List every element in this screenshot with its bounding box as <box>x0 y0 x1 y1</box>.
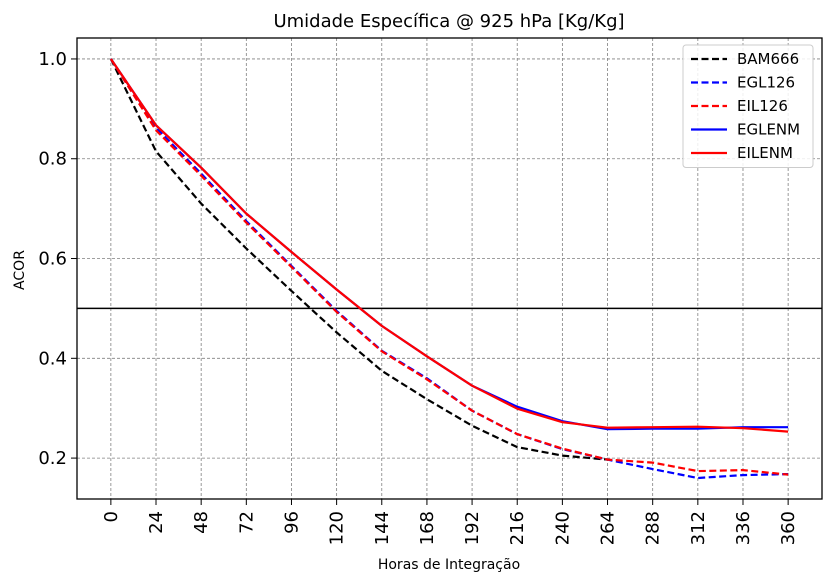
series-line-eil126 <box>109 58 789 476</box>
y-axis-label: ACOR <box>12 250 28 290</box>
x-tick-label: 288 <box>643 511 664 545</box>
series-line-egl126 <box>109 58 789 480</box>
y-axis-ticks: 0.2 0.4 0.6 0.8 1.0 <box>38 49 77 469</box>
x-tick-label: 24 <box>146 511 167 534</box>
x-tick-label: 240 <box>552 511 573 545</box>
legend-label-eglenm: EGLENM <box>737 121 800 139</box>
series-group <box>109 58 789 480</box>
x-tick-label: 0 <box>101 511 122 522</box>
x-axis-label: Horas de Integração <box>378 557 520 573</box>
x-tick-label: 96 <box>281 511 302 534</box>
x-tick-label: 192 <box>462 511 483 545</box>
series-line-bam666 <box>109 58 608 461</box>
legend-label-eil126: EIL126 <box>737 97 788 115</box>
x-tick-label: 72 <box>236 511 257 534</box>
x-tick-label: 264 <box>598 511 619 545</box>
y-tick-label: 1.0 <box>38 49 67 70</box>
legend-box <box>682 44 814 168</box>
series-line-eilenm <box>109 58 789 433</box>
legend: BAM666 EGL126 EIL126 EGLENM EILENM <box>682 44 814 168</box>
legend-label-bam666: BAM666 <box>737 50 799 68</box>
x-axis-ticks: 0 24 48 72 96 120 144 168 192 216 240 264 288 312 336 3… <box>101 499 799 545</box>
x-tick-label: 360 <box>778 511 799 545</box>
x-tick-label: 312 <box>688 511 709 545</box>
x-tick-label: 168 <box>417 511 438 545</box>
y-tick-label: 0.4 <box>38 348 67 369</box>
y-tick-label: 0.2 <box>38 448 67 469</box>
legend-label-egl126: EGL126 <box>737 74 795 92</box>
plot-frame <box>76 37 823 500</box>
x-tick-label: 48 <box>191 511 212 534</box>
x-tick-label: 216 <box>507 511 528 545</box>
x-tick-label: 144 <box>372 511 393 545</box>
x-tick-label: 336 <box>733 511 754 545</box>
x-tick-label: 120 <box>327 511 348 545</box>
chart-title: Umidade Específica @ 925 hPa [Kg/Kg] <box>273 11 624 32</box>
legend-label-eilenm: EILENM <box>737 144 793 162</box>
y-tick-label: 0.8 <box>38 149 67 170</box>
y-tick-label: 0.6 <box>38 249 67 270</box>
